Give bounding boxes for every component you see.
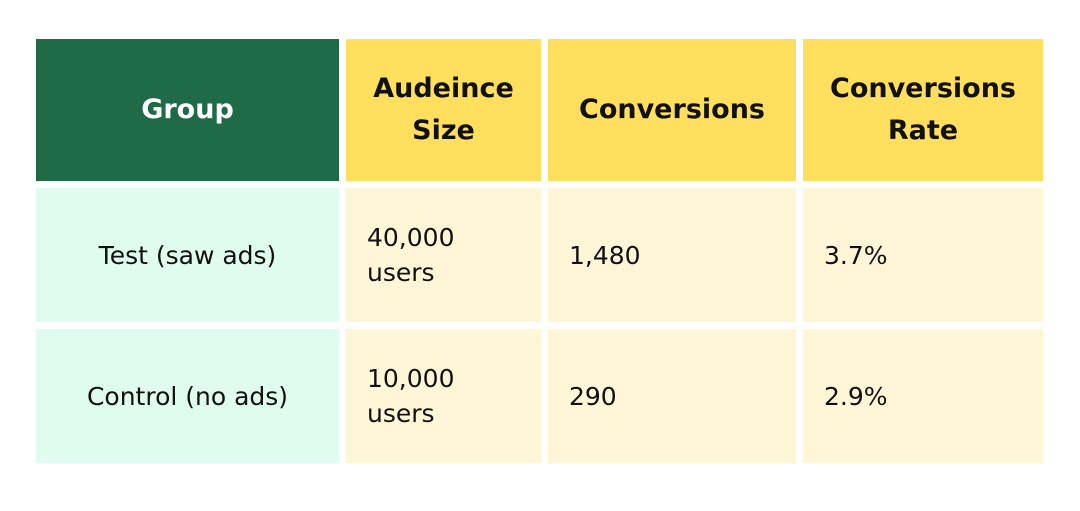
row-control-audience-size: 10,000 users [346, 329, 541, 463]
row-test-audience-size: 40,000 users [346, 188, 541, 322]
header-group: Group [36, 39, 339, 181]
row-control-group: Control (no ads) [36, 329, 339, 463]
row-test-conversions: 1,480 [548, 188, 796, 322]
header-conversion-rate: Conversions Rate [803, 39, 1043, 181]
header-conversions: Conversions [548, 39, 796, 181]
data-table: Group Audeince Size Conversions Conversi… [36, 39, 1043, 463]
row-test-conversion-rate: 3.7% [803, 188, 1043, 322]
row-control-conversion-rate: 2.9% [803, 329, 1043, 463]
header-audience-size: Audeince Size [346, 39, 541, 181]
row-test-group: Test (saw ads) [36, 188, 339, 322]
row-control-conversions: 290 [548, 329, 796, 463]
